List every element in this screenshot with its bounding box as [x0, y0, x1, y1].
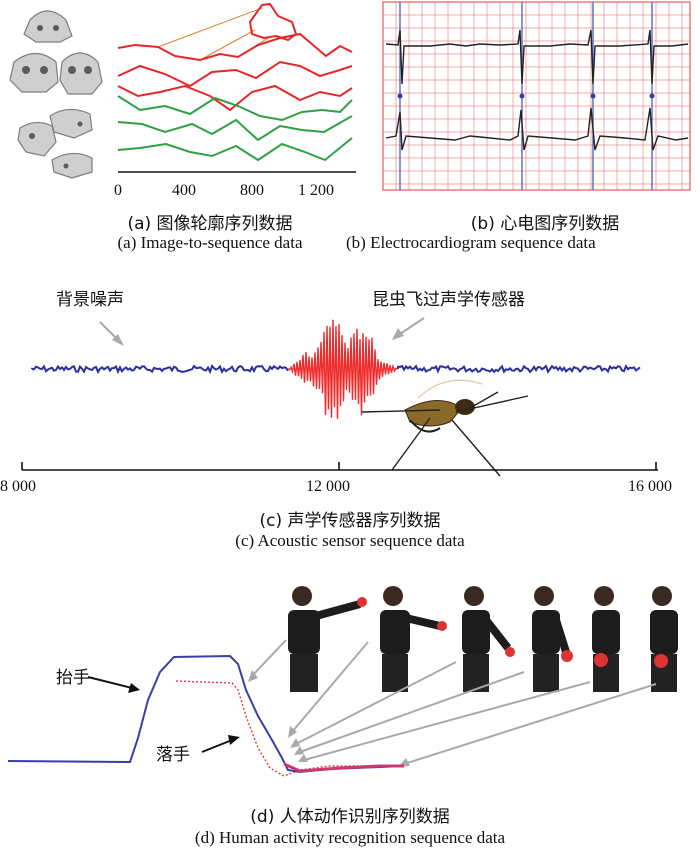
- caption-d-en: (d) Human activity recognition sequence …: [194, 828, 506, 847]
- x-tick-c: 8 000: [0, 478, 36, 495]
- green-sequence-2: [117, 115, 353, 142]
- person-frame-3: [462, 586, 515, 692]
- skull-contour-shape: [248, 2, 298, 42]
- red-sequence-1: [117, 32, 353, 62]
- green-sequence-1: [117, 95, 353, 122]
- label-arrows: [87, 676, 240, 753]
- red-sequence-2: [117, 60, 353, 88]
- x-tick-a: 0: [114, 182, 122, 199]
- x-tick-a: 1 200: [298, 182, 334, 199]
- caption-a-cn: (a) 图像轮廓序列数据: [127, 214, 293, 234]
- ecg-beat-markers: [397, 93, 655, 99]
- dotted-trace: [175, 680, 404, 777]
- person-frame-2: [380, 586, 447, 692]
- mosquito-image: [361, 379, 529, 477]
- ecg-grid: [382, 1, 690, 190]
- green-sequence-3: [117, 137, 353, 162]
- caption-c-en: (c) Acoustic sensor sequence data: [235, 531, 465, 550]
- caption-a-en: (a) Image-to-sequence data: [117, 233, 303, 252]
- person-frame-1: [288, 586, 367, 692]
- caption-c-cn: (c) 声学传感器序列数据: [259, 511, 441, 531]
- person-frame-5: [592, 586, 620, 692]
- frame-pointer-arrows: [251, 639, 657, 765]
- caption-b-en: (b) Electrocardiogram sequence data: [346, 233, 596, 252]
- ecg-trace-bottom: [385, 107, 689, 151]
- overlap-segment: [283, 762, 404, 773]
- noise-signal-right: [397, 364, 641, 374]
- label-lower-hand: 落手: [156, 745, 190, 765]
- label-background-noise: 背景噪声: [56, 290, 124, 310]
- ecg-trace-top: [385, 29, 689, 85]
- red-sequence-3: [117, 84, 353, 112]
- caption-d-cn: (d) 人体动作识别序列数据: [250, 807, 450, 827]
- x-tick-a: 400: [172, 182, 196, 199]
- noise-signal-left: [31, 364, 289, 375]
- x-tick-c: 12 000: [306, 478, 350, 495]
- annotation-arrows: [99, 317, 425, 346]
- person-frame-6: [650, 586, 678, 692]
- label-raise-hand: 抬手: [56, 668, 90, 688]
- person-image-sequence: [288, 586, 678, 692]
- person-frame-4: [532, 586, 573, 692]
- x-tick-c: 16 000: [628, 478, 672, 495]
- caption-b-cn: (b) 心电图序列数据: [470, 214, 620, 234]
- x-tick-a: 800: [240, 182, 264, 199]
- label-insect-passing: 昆虫飞过声学传感器: [372, 290, 525, 310]
- insect-signal-burst: [287, 319, 398, 419]
